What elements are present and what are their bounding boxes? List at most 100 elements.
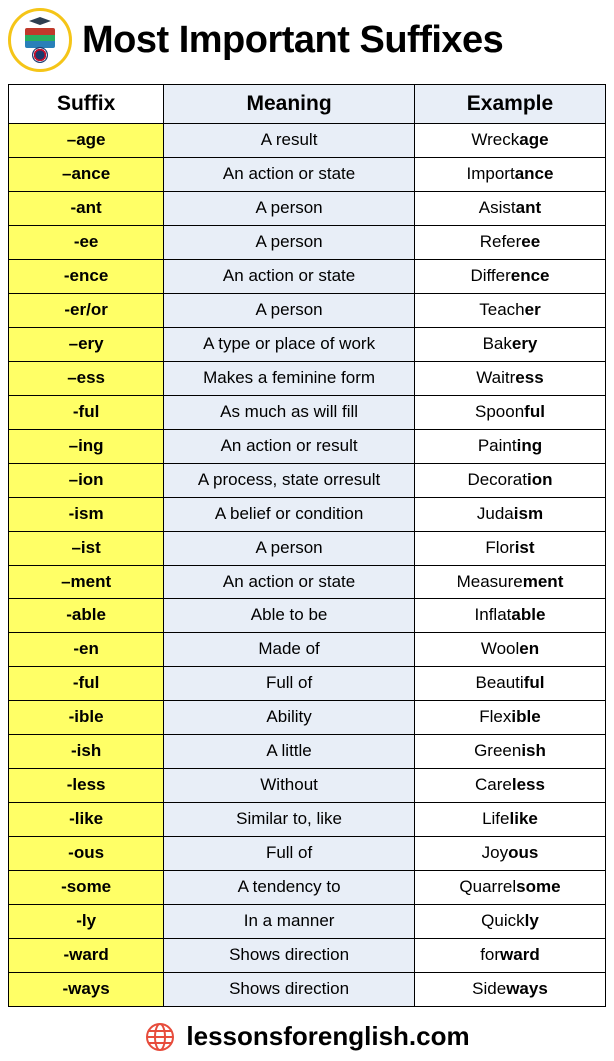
meaning-cell: An action or state (164, 158, 415, 192)
table-row: –anceAn action or stateImportance (9, 158, 606, 192)
meaning-cell: An action or result (164, 429, 415, 463)
suffix-cell: -like (9, 803, 164, 837)
example-cell: Beautiful (414, 667, 605, 701)
suffix-cell: -ible (9, 701, 164, 735)
suffix-cell: –ion (9, 463, 164, 497)
meaning-cell: Shows direction (164, 938, 415, 972)
table-row: –mentAn action or stateMeasurement (9, 565, 606, 599)
table-row: -ismA belief or conditionJudaism (9, 497, 606, 531)
meaning-cell: A tendency to (164, 870, 415, 904)
meaning-cell: A person (164, 192, 415, 226)
example-cell: Judaism (414, 497, 605, 531)
page-title: Most Important Suffixes (82, 19, 503, 62)
meaning-cell: Able to be (164, 599, 415, 633)
table-row: -someA tendency toQuarrelsome (9, 870, 606, 904)
example-cell: Wreckage (414, 124, 605, 158)
table-row: –ageA resultWreckage (9, 124, 606, 158)
suffix-cell: -ways (9, 972, 164, 1006)
meaning-cell: A little (164, 735, 415, 769)
col-header-meaning: Meaning (164, 85, 415, 124)
table-row: -ousFull ofJoyous (9, 837, 606, 871)
meaning-cell: Shows direction (164, 972, 415, 1006)
meaning-cell: Made of (164, 633, 415, 667)
example-cell: Inflatable (414, 599, 605, 633)
suffix-cell: -ful (9, 667, 164, 701)
table-row: -waysShows directionSideways (9, 972, 606, 1006)
table-row: -enceAn action or stateDifference (9, 260, 606, 294)
table-row: -antA personAsistant (9, 192, 606, 226)
suffixes-table: Suffix Meaning Example –ageA resultWreck… (8, 84, 606, 1007)
table-row: -eeA personReferee (9, 226, 606, 260)
suffix-cell: -ism (9, 497, 164, 531)
suffix-cell: -ee (9, 226, 164, 260)
example-cell: Measurement (414, 565, 605, 599)
suffix-cell: -ly (9, 904, 164, 938)
table-row: -ibleAbilityFlexible (9, 701, 606, 735)
table-row: –essMakes a feminine formWaitress (9, 361, 606, 395)
meaning-cell: Makes a feminine form (164, 361, 415, 395)
suffix-cell: –ment (9, 565, 164, 599)
example-cell: Waitress (414, 361, 605, 395)
suffix-cell: -ant (9, 192, 164, 226)
page-footer: lessonsforenglish.com (8, 1021, 606, 1053)
logo-flag-icon (32, 47, 48, 63)
example-cell: Joyous (414, 837, 605, 871)
col-header-suffix: Suffix (9, 85, 164, 124)
suffix-cell: –ery (9, 327, 164, 361)
example-cell: Careless (414, 769, 605, 803)
table-row: -enMade ofWoolen (9, 633, 606, 667)
example-cell: Sideways (414, 972, 605, 1006)
table-row: -likeSimilar to, likeLifelike (9, 803, 606, 837)
suffix-cell: -able (9, 599, 164, 633)
logo-books-icon (25, 28, 55, 48)
example-cell: Greenish (414, 735, 605, 769)
suffix-cell: -ish (9, 735, 164, 769)
example-cell: Difference (414, 260, 605, 294)
page-header: Most Important Suffixes (8, 8, 606, 72)
example-cell: Flexible (414, 701, 605, 735)
example-cell: Teacher (414, 294, 605, 328)
meaning-cell: Full of (164, 667, 415, 701)
suffix-cell: -less (9, 769, 164, 803)
example-cell: Quickly (414, 904, 605, 938)
meaning-cell: A person (164, 226, 415, 260)
table-row: –istA personFlorist (9, 531, 606, 565)
meaning-cell: An action or state (164, 565, 415, 599)
example-cell: forward (414, 938, 605, 972)
www-icon (144, 1021, 176, 1053)
table-row: -wardShows directionforward (9, 938, 606, 972)
suffix-cell: -ence (9, 260, 164, 294)
table-row: -lessWithoutCareless (9, 769, 606, 803)
meaning-cell: A belief or condition (164, 497, 415, 531)
table-row: -fulAs much as will fillSpoonful (9, 395, 606, 429)
suffix-cell: -ward (9, 938, 164, 972)
meaning-cell: A person (164, 294, 415, 328)
suffix-cell: -er/or (9, 294, 164, 328)
footer-url: lessonsforenglish.com (186, 1021, 469, 1052)
example-cell: Quarrelsome (414, 870, 605, 904)
site-logo (8, 8, 72, 72)
table-row: -ishA littleGreenish (9, 735, 606, 769)
table-row: -lyIn a mannerQuickly (9, 904, 606, 938)
example-cell: Decoration (414, 463, 605, 497)
meaning-cell: Without (164, 769, 415, 803)
suffix-cell: -some (9, 870, 164, 904)
suffix-cell: –ance (9, 158, 164, 192)
table-row: –ingAn action or resultPainting (9, 429, 606, 463)
meaning-cell: Similar to, like (164, 803, 415, 837)
example-cell: Painting (414, 429, 605, 463)
table-row: –ionA process, state orresultDecoration (9, 463, 606, 497)
meaning-cell: An action or state (164, 260, 415, 294)
example-cell: Florist (414, 531, 605, 565)
meaning-cell: In a manner (164, 904, 415, 938)
example-cell: Lifelike (414, 803, 605, 837)
logo-hat-icon (29, 17, 51, 25)
suffix-cell: –age (9, 124, 164, 158)
example-cell: Importance (414, 158, 605, 192)
example-cell: Spoonful (414, 395, 605, 429)
table-row: -fulFull ofBeautiful (9, 667, 606, 701)
meaning-cell: As much as will fill (164, 395, 415, 429)
meaning-cell: A person (164, 531, 415, 565)
example-cell: Woolen (414, 633, 605, 667)
table-row: -er/orA personTeacher (9, 294, 606, 328)
